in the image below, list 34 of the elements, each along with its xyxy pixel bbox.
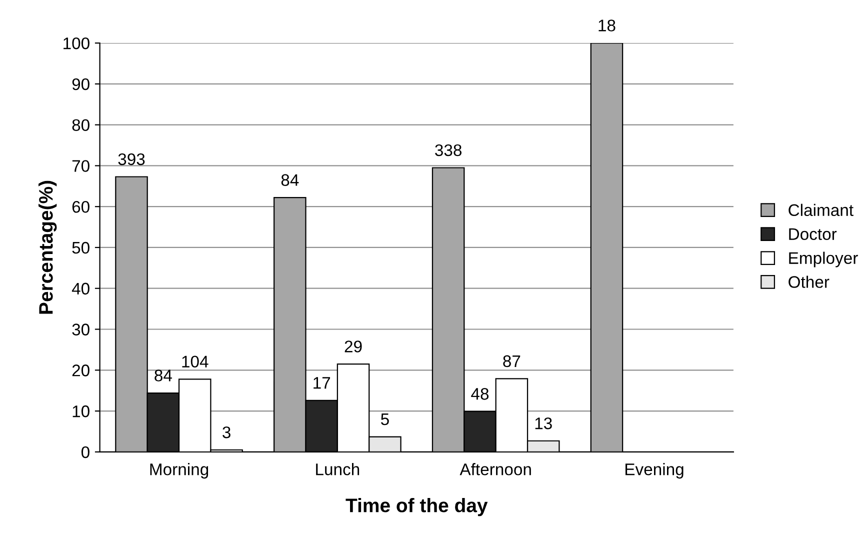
legend-label: Claimant [788, 204, 854, 216]
y-tick-label: 40 [72, 282, 90, 295]
y-tick-label: 60 [72, 200, 90, 213]
legend-label: Doctor [789, 228, 837, 240]
annotation: 29 [344, 340, 362, 352]
x-tick-label: Morning [150, 463, 208, 479]
x-axis-title: Time of the day [346, 498, 488, 516]
y-tick-label: 0 [81, 446, 90, 458]
y-tick-label: 100 [64, 37, 90, 50]
y-tick-label: 20 [72, 364, 90, 376]
x-tick-label: Lunch [316, 463, 360, 476]
annotation: 393 [118, 153, 145, 166]
text: 18 [598, 20, 616, 32]
y-axis-title: Percentage(%) [38, 180, 57, 314]
annotation: 338 [435, 144, 462, 156]
y-tick-label: 70 [72, 160, 90, 172]
annotation: 84 [154, 370, 172, 382]
annotation: 104 [182, 356, 208, 368]
y-tick-label: 50 [72, 242, 90, 254]
annotation: 84 [281, 174, 299, 186]
annotation: 5 [380, 414, 389, 426]
annotation: 48 [471, 388, 489, 400]
annotation: 17 [314, 377, 330, 389]
annotation: 13 [535, 417, 552, 430]
x-tick-label: Afternoon [460, 463, 531, 476]
annotation: 87 [503, 355, 520, 368]
annotation: 3 [222, 426, 230, 438]
legend-label: Employer [789, 252, 858, 268]
y-tick-label: 30 [72, 324, 90, 336]
y-tick-label: 80 [72, 119, 90, 132]
x-tick-label: Evening [626, 463, 684, 479]
legend-label: Other [788, 276, 830, 288]
y-tick-label: 10 [72, 405, 90, 418]
y-tick-label: 90 [72, 78, 90, 90]
